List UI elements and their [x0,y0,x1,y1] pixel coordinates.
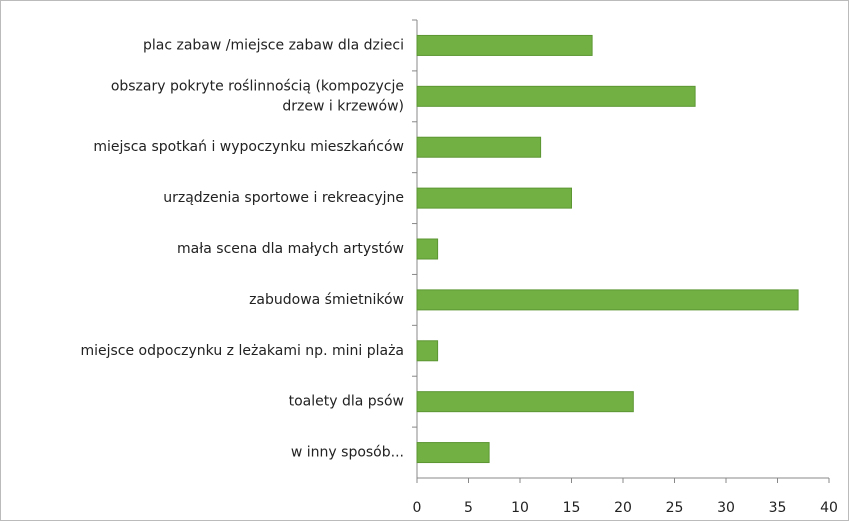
y-tick-label: miejsca spotkań i wypoczynku mieszkańców [93,139,404,155]
x-tick-label: 40 [820,500,838,516]
x-tick-label: 0 [413,500,422,516]
y-tick-label: toalety dla psów [289,394,404,410]
x-tick-label: 15 [563,500,581,516]
bar [416,391,634,413]
bar [416,289,799,311]
bar [416,442,490,464]
x-tick-label: 20 [614,500,632,516]
y-tick-label: obszary pokryte roślinnością (kompozycje… [111,78,404,114]
x-tick-label: 10 [511,500,529,516]
bar [416,136,542,158]
bar [416,187,572,209]
y-tick-label: miejsce odpoczynku z leżakami np. mini p… [80,343,404,359]
bar [416,85,696,107]
x-tick-label: 30 [717,500,735,516]
y-tick-label: mała scena dla małych artystów [177,241,404,257]
x-tick-label: 25 [666,500,684,516]
y-tick-label: plac zabaw /miejsce zabaw dla dzieci [143,37,404,53]
y-tick-label: w inny sposób... [291,445,404,461]
y-tick-label: urządzenia sportowe i rekreacyjne [163,190,404,206]
x-tick-label: 5 [464,500,473,516]
bar [416,34,593,56]
y-tick-label: zabudowa śmietników [249,292,404,308]
bar [416,238,439,260]
bar [416,340,439,362]
x-tick-label: 35 [769,500,787,516]
